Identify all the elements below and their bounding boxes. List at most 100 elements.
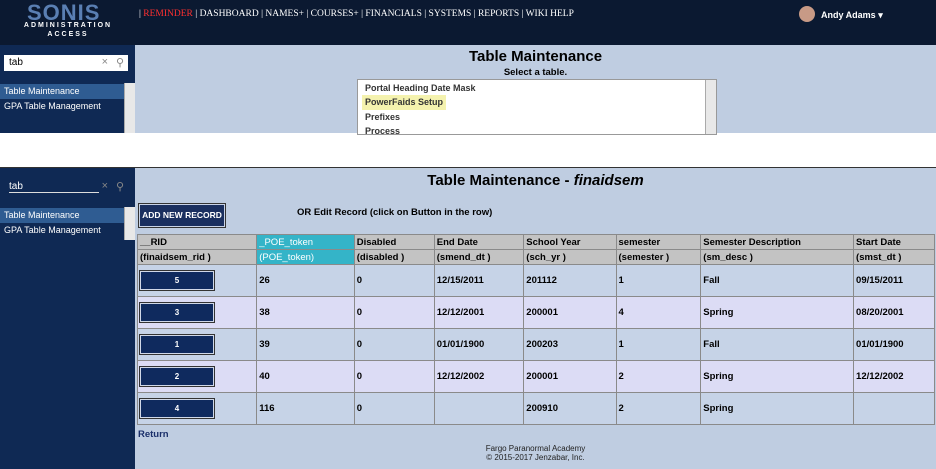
menu-item[interactable]: GPA Table Management <box>4 225 101 235</box>
header-cell: End Date <box>433 234 525 250</box>
header-cell: Start Date <box>853 234 935 250</box>
cell: 2 <box>615 392 702 425</box>
cell: Fall <box>700 264 855 297</box>
header-row: (finaidsem_rid ) (POE_token) (disabled ) (s… <box>136 249 935 265</box>
search-text[interactable]: tab <box>9 57 23 68</box>
header-cell: (semester ) <box>615 249 702 265</box>
nav-link[interactable]: REPORTS <box>477 9 520 19</box>
nav-link[interactable]: COURSES+ <box>310 9 359 19</box>
nav-link[interactable]: FINANCIALS <box>365 9 422 19</box>
footer-line: © 2015-2017 Jenzabar, Inc. <box>486 453 585 462</box>
cell: 3 <box>136 296 258 329</box>
footer: Fargo Paranormal Academy © 2015-2017 Jen… <box>135 444 936 462</box>
cell: 08/20/2001 <box>853 296 935 329</box>
cell: 12/12/2002 <box>433 360 525 393</box>
cell: 0 <box>353 360 435 393</box>
page-title: Table Maintenance - finaidsem <box>135 172 936 189</box>
cell: 4 <box>136 392 258 425</box>
records-table: __RID _POE_token Disabled End Date School Ye… <box>136 234 935 425</box>
cell: 200001 <box>523 296 617 329</box>
header-cell: (smend_dt ) <box>433 249 525 265</box>
cell: 0 <box>353 328 435 361</box>
record-button[interactable]: 3 <box>139 302 215 323</box>
search-box[interactable]: tab × ⚲ <box>4 179 128 195</box>
cell: Spring <box>700 392 855 425</box>
table-option[interactable]: PowerFaids Setup <box>362 95 447 110</box>
record-button[interactable]: 1 <box>139 334 215 355</box>
return-link[interactable]: Return <box>138 429 169 440</box>
add-record-button[interactable]: ADD NEW RECORD <box>138 203 226 228</box>
record-button[interactable]: 4 <box>139 398 215 419</box>
record-row: 2 40 0 12/12/2002 200001 2 Spring 12/12/2002 <box>136 360 935 393</box>
cell: 01/01/1900 <box>433 328 525 361</box>
footer-line: Fargo Paranormal Academy <box>485 444 586 453</box>
cell: 38 <box>256 296 355 329</box>
header-row: __RID _POE_token Disabled End Date School Ye… <box>136 234 935 250</box>
avatar[interactable] <box>799 6 815 22</box>
cell: Spring <box>700 360 855 393</box>
title-text: Table Maintenance - <box>427 172 570 189</box>
header-bar: SONIS ADMINISTRATION ACCESS | REMINDER |… <box>0 0 936 45</box>
cell: 200203 <box>523 328 617 361</box>
cell: Fall <box>700 328 855 361</box>
table-option[interactable]: Prefixes <box>365 111 401 122</box>
search-box[interactable]: tab × ⚲ <box>4 55 128 71</box>
cell: 201112 <box>523 264 617 297</box>
table-list[interactable]: Portal Heading Date Mask PowerFaids Setup… <box>357 79 717 135</box>
menu-item[interactable]: Table Maintenance <box>0 208 124 223</box>
nav-link[interactable]: NAMES+ <box>265 9 304 19</box>
scrollbar[interactable] <box>705 80 716 134</box>
cell: 5 <box>136 264 258 297</box>
scrollbar[interactable] <box>124 207 135 240</box>
header-cell: School Year <box>523 234 617 250</box>
nav-link[interactable]: REMINDER <box>143 9 193 19</box>
cell: 01/01/1900 <box>853 328 935 361</box>
nav: | REMINDER | DASHBOARD | NAMES+ | COURSE… <box>139 9 574 19</box>
cell: 1 <box>136 328 258 361</box>
table-option[interactable]: Process <box>365 125 401 135</box>
header-cell: (disabled ) <box>353 249 435 265</box>
main-panel: Table Maintenance - finaidsem ADD NEW RE… <box>135 168 936 469</box>
cell: 1 <box>615 328 702 361</box>
nav-link[interactable]: DASHBOARD <box>199 9 259 19</box>
header-cell: __RID <box>136 234 258 250</box>
cell: Spring <box>700 296 855 329</box>
record-row: 5 26 0 12/15/2011 201112 1 Fall 09/15/2011 <box>136 264 935 297</box>
page-title: Table Maintenance <box>468 48 603 65</box>
search-text[interactable]: tab <box>9 181 99 193</box>
user-name[interactable]: Andy Adams <box>821 10 876 20</box>
header-cell: (sch_yr ) <box>523 249 617 265</box>
header-cell: _POE_token <box>256 234 355 250</box>
logo-subtitle: ADMINISTRATION <box>23 22 113 29</box>
menu: Table Maintenance GPA Table Management <box>0 84 124 114</box>
prompt: Select a table. <box>503 67 568 78</box>
header-cell: (finaidsem_rid ) <box>136 249 258 265</box>
record-row: 4 116 0 200910 2 Spring <box>136 392 935 425</box>
cell: 116 <box>256 392 355 425</box>
scrollbar[interactable] <box>124 83 135 133</box>
record-button[interactable]: 2 <box>139 366 215 387</box>
cell: 0 <box>353 296 435 329</box>
cell: 4 <box>615 296 702 329</box>
table-option[interactable]: Portal Heading Date Mask <box>365 83 476 93</box>
cell <box>853 392 935 425</box>
nav-link[interactable]: WIKI HELP <box>525 9 574 19</box>
cell <box>433 392 525 425</box>
record-button[interactable]: 5 <box>139 270 215 291</box>
logo: SONIS <box>27 0 101 25</box>
cell: 39 <box>256 328 355 361</box>
cell: 200001 <box>523 360 617 393</box>
menu-item[interactable]: Table Maintenance <box>0 84 124 99</box>
sidebar: tab × ⚲ Table Maintenance GPA Table Manage… <box>0 168 135 469</box>
cell: 09/15/2011 <box>853 264 935 297</box>
cell: 12/12/2002 <box>853 360 935 393</box>
edit-hint: OR Edit Record (click on Button in the r… <box>297 207 493 218</box>
cell: 0 <box>353 392 435 425</box>
user-menu[interactable]: Andy Adams ▾ <box>821 10 883 20</box>
menu-item[interactable]: GPA Table Management <box>4 101 101 111</box>
main-panel: Table Maintenance Select a table. Portal… <box>135 45 936 135</box>
cell: 26 <box>256 264 355 297</box>
nav-link[interactable]: SYSTEMS <box>428 9 472 19</box>
record-row: 3 38 0 12/12/2001 200001 4 Spring 08/20/2001 <box>136 296 935 329</box>
